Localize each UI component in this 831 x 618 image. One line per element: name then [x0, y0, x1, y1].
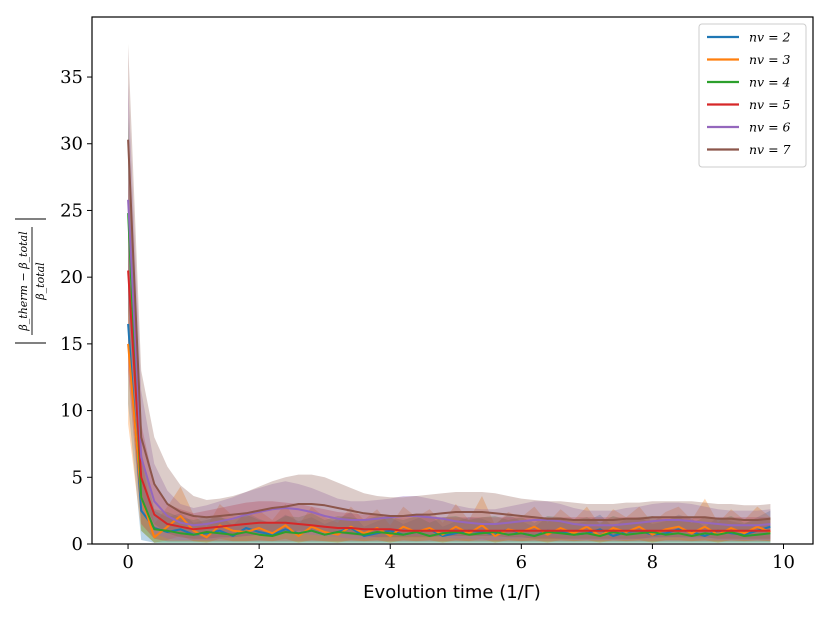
series-3-band: [128, 250, 771, 543]
x-axis-title: Evolution time (1/Γ): [363, 582, 541, 603]
x-tick-label: 6: [516, 552, 527, 573]
legend-label-3: nv = 3: [749, 52, 791, 67]
y-tick-label: 25: [60, 200, 83, 221]
y-tick-label: 0: [72, 534, 83, 555]
y-tick-label: 20: [60, 267, 83, 288]
y-axis-title-denominator: β_total: [34, 262, 47, 301]
series-6-line: [127, 199, 771, 527]
plot-frame: [91, 16, 814, 545]
x-tick-label: 2: [253, 552, 264, 573]
y-tick-label: 30: [60, 134, 83, 155]
confidence-bands: [128, 43, 771, 543]
y-tick-label: 5: [72, 467, 83, 488]
x-tick-label: 10: [772, 552, 795, 573]
x-tick-label: 0: [122, 552, 133, 573]
y-tick-label: 15: [60, 334, 83, 355]
x-tick-label: 8: [647, 552, 658, 573]
legend-label-7: nv = 7: [749, 142, 791, 157]
y-tick-label: 35: [60, 67, 83, 88]
y-axis-title: β_therm − β_total β_total: [15, 218, 47, 344]
series-5-line: [127, 270, 771, 532]
legend-label-4: nv = 4: [749, 75, 791, 90]
legend: nv = 2 nv = 3 nv = 4 nv = 5 nv = 6 nv = 7: [698, 23, 807, 168]
series-4-line: [127, 213, 771, 537]
legend-label-5: nv = 5: [749, 97, 791, 112]
series-7-line: [127, 139, 771, 521]
series-lines: [127, 139, 771, 539]
y-tick-label: 10: [60, 401, 83, 422]
y-axis: 0 5 10 15 20 25 30 35: [60, 67, 92, 555]
legend-label-2: nv = 2: [749, 30, 791, 45]
x-tick-label: 4: [385, 552, 396, 573]
x-axis: 0 2 4 6 8 10: [122, 544, 795, 573]
legend-label-6: nv = 6: [749, 120, 791, 135]
y-axis-title-numerator: β_therm − β_total: [17, 231, 30, 332]
